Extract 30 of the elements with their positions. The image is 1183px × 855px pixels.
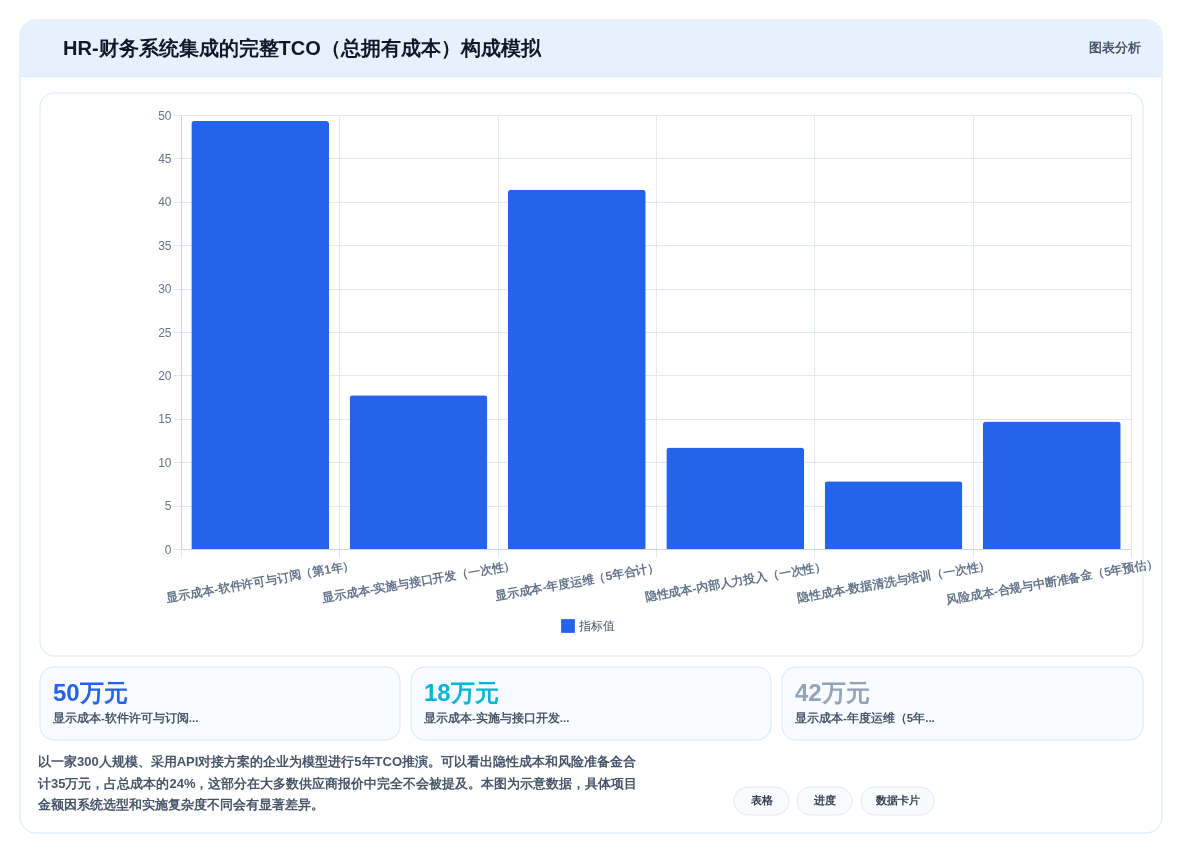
y-tick-label: 10 (158, 455, 172, 470)
bar (824, 481, 963, 549)
text: 18万元 (424, 679, 499, 706)
y-tick-label: 35 (158, 238, 172, 253)
bar (507, 189, 646, 549)
y-tick-label: 30 (158, 282, 172, 297)
y-tick-label: 5 (164, 499, 172, 514)
text: 表格 (749, 794, 774, 806)
text: 显示成本-年度运维（5年... (794, 711, 935, 725)
legend-label: 指标值 (578, 619, 615, 633)
chart-title: HR-财务系统集成的完整TCO（总拥有成本）构成模拟 (63, 37, 542, 59)
text: 以一家300人规模、采用API对接方案的企业为模型进行5年TCO推演。可以看出隐性成本和风险准备金合计35万元，占总成本的24%，这部分在大多数供应商报价中完全不会被提及。本图为示意数据，具体项目金额因系统选型和实施复杂度不同会有显著差异。 (37, 754, 638, 812)
bar (349, 395, 488, 549)
text: 42万元 (795, 679, 870, 706)
y-tick-label: 0 (164, 542, 172, 557)
y-tick-label: 50 (158, 108, 172, 123)
text: 显示成本-软件许可与订阅... (52, 711, 199, 724)
text: 进度 (812, 794, 836, 806)
y-tick-label: 25 (158, 325, 172, 340)
bar (982, 421, 1121, 549)
y-tick-label: 40 (158, 195, 172, 210)
bar (666, 447, 805, 549)
text: 数据卡片 (874, 794, 920, 806)
text: 显示成本-实施与接口开发... (423, 711, 570, 724)
y-tick-label: 15 (158, 412, 172, 427)
y-tick-label: 45 (158, 151, 172, 166)
bar (191, 121, 330, 549)
y-tick-label: 20 (158, 368, 172, 383)
text: 50万元 (53, 679, 128, 706)
text: 图表分析 (1089, 41, 1141, 55)
